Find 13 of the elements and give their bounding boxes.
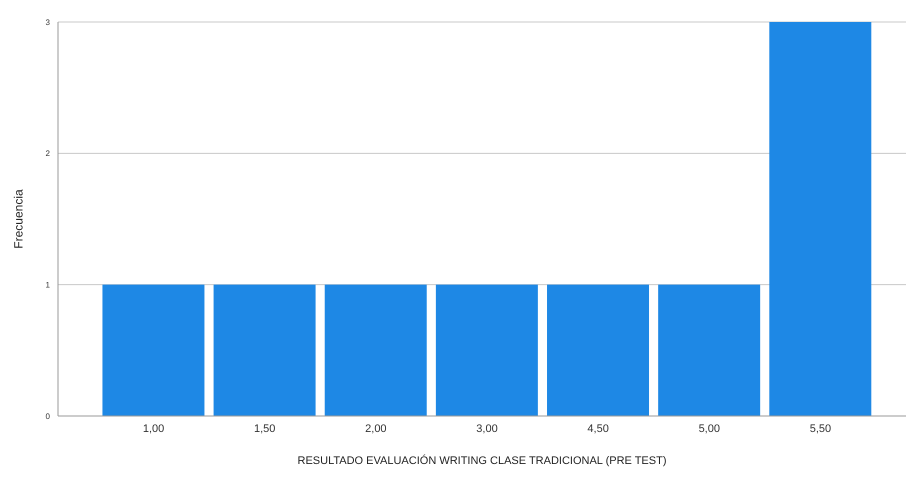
x-axis-title: RESULTADO EVALUACIÓN WRITING CLASE TRADICIONAL (PRE TEST) [298,454,666,467]
y-tick-label: 1 [46,280,51,290]
y-axis-title: Frecuencia [11,189,26,249]
x-tick-label: 1,00 [142,422,164,435]
x-tick-label: 5,00 [698,422,720,435]
y-tick-label: 3 [46,18,51,27]
x-tick-label: 5,50 [810,422,832,435]
x-tick-label: 2,00 [365,422,387,435]
y-tick-label: 2 [46,149,51,158]
x-tick-label: 4,50 [587,422,609,435]
y-tick-label: 0 [46,412,51,421]
x-tick-label: 1,50 [254,422,276,435]
x-tick-label: 3,00 [476,422,498,435]
